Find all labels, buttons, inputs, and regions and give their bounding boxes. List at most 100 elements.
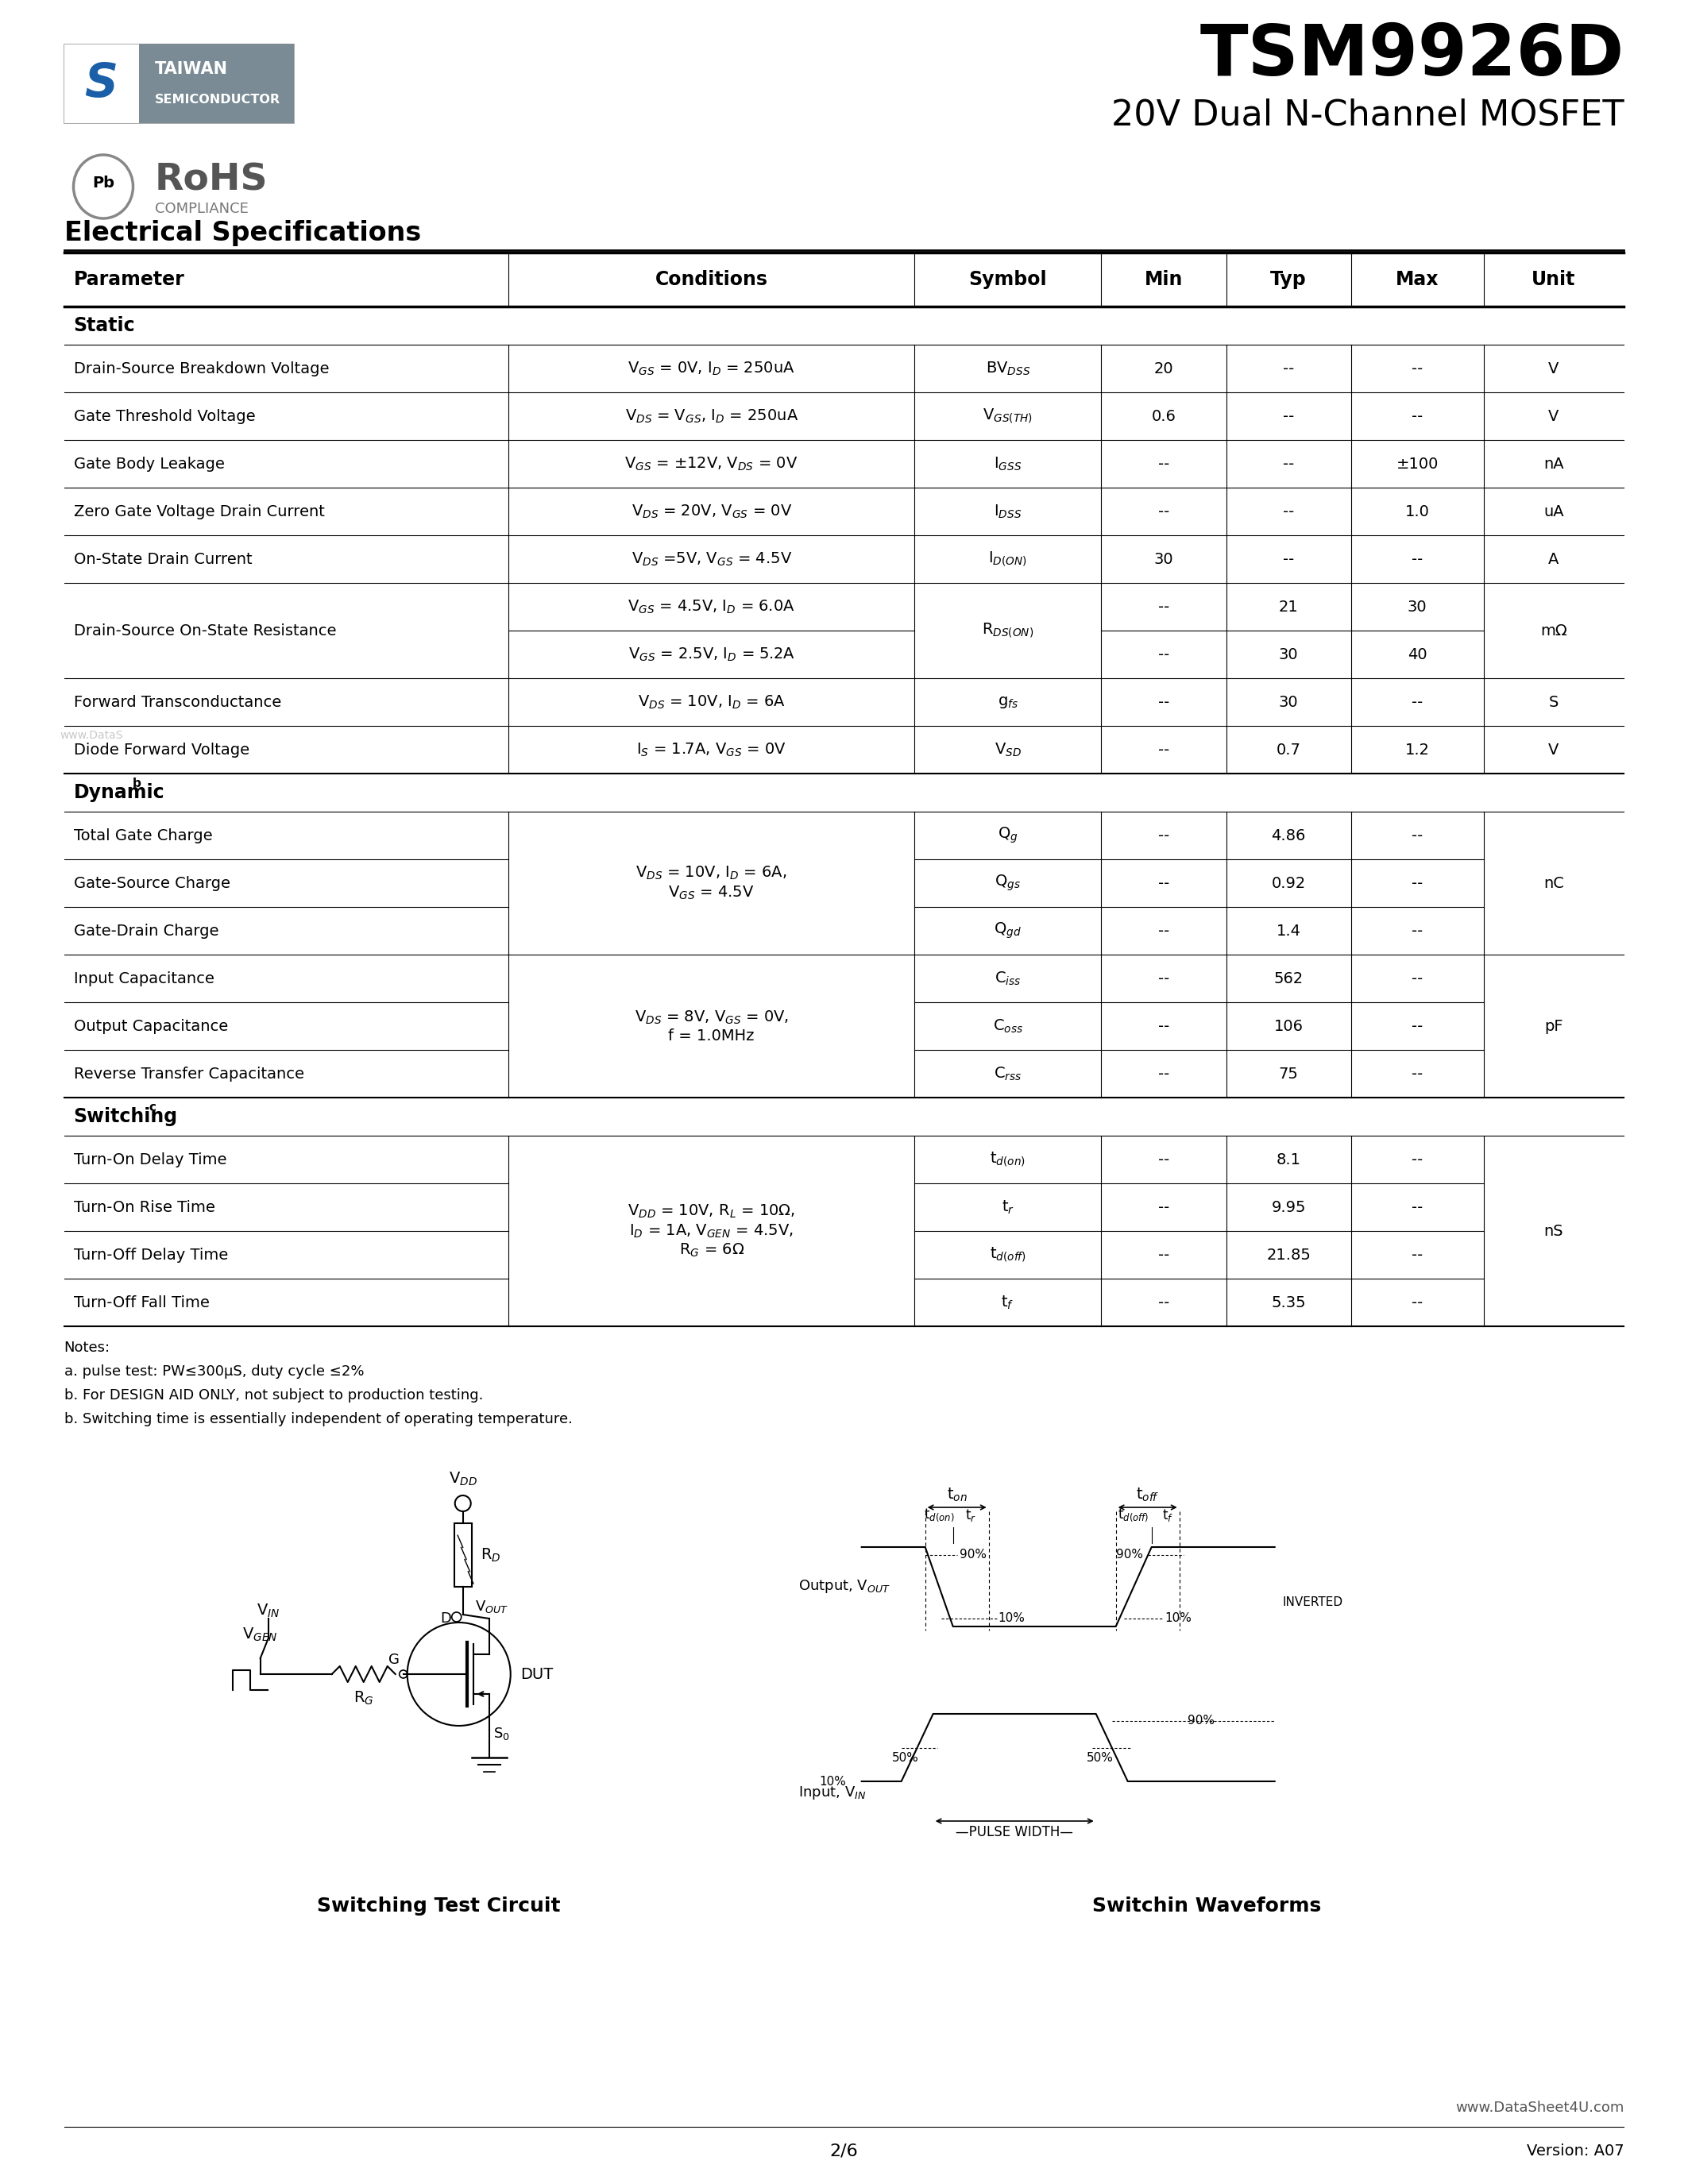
Text: Dynamic: Dynamic — [74, 784, 165, 802]
Text: t$_{d(on)}$: t$_{d(on)}$ — [923, 1507, 955, 1522]
Text: --: -- — [1158, 695, 1170, 710]
Text: Electrical Specifications: Electrical Specifications — [64, 221, 420, 247]
Text: 1.0: 1.0 — [1404, 505, 1430, 520]
Text: 50%: 50% — [1087, 1752, 1114, 1762]
Text: 20: 20 — [1155, 360, 1173, 376]
Text: V$_{DD}$ = 10V, R$_L$ = 10Ω,
I$_D$ = 1A, V$_{GEN}$ = 4.5V,
R$_G$ = 6Ω: V$_{DD}$ = 10V, R$_L$ = 10Ω, I$_D$ = 1A,… — [628, 1203, 795, 1258]
Text: --: -- — [1411, 876, 1423, 891]
Text: Q$_{gd}$: Q$_{gd}$ — [994, 922, 1021, 941]
Text: t$_{off}$: t$_{off}$ — [1136, 1487, 1160, 1503]
Text: S$_0$: S$_0$ — [493, 1725, 510, 1741]
Text: uA: uA — [1543, 505, 1563, 520]
Text: Parameter: Parameter — [74, 271, 184, 288]
Text: C$_{oss}$: C$_{oss}$ — [993, 1018, 1023, 1035]
Text: 21.85: 21.85 — [1266, 1247, 1310, 1262]
Text: TSM9926D: TSM9926D — [1200, 22, 1624, 90]
Text: Turn-On Delay Time: Turn-On Delay Time — [74, 1151, 226, 1166]
Text: --: -- — [1158, 972, 1170, 985]
Text: --: -- — [1411, 1295, 1423, 1310]
Text: 5.35: 5.35 — [1271, 1295, 1307, 1310]
Text: www.DataS: www.DataS — [61, 729, 123, 740]
Text: 30: 30 — [1408, 598, 1426, 614]
Text: V$_{SD}$: V$_{SD}$ — [994, 740, 1021, 758]
Text: V$_{DD}$: V$_{DD}$ — [449, 1470, 478, 1487]
Text: 21: 21 — [1280, 598, 1298, 614]
Text: V$_{DS}$ = 10V, I$_D$ = 6A: V$_{DS}$ = 10V, I$_D$ = 6A — [638, 695, 785, 710]
Text: --: -- — [1158, 598, 1170, 614]
Text: --: -- — [1283, 505, 1295, 520]
Text: Turn-On Rise Time: Turn-On Rise Time — [74, 1199, 214, 1214]
Text: V: V — [1548, 408, 1560, 424]
Text: G: G — [388, 1653, 400, 1666]
Text: --: -- — [1411, 1199, 1423, 1214]
Text: 0.6: 0.6 — [1151, 408, 1177, 424]
Text: I$_{DSS}$: I$_{DSS}$ — [994, 502, 1021, 520]
Text: Q$_g$: Q$_g$ — [998, 826, 1018, 845]
Text: c: c — [149, 1101, 155, 1114]
Text: Reverse Transfer Capacitance: Reverse Transfer Capacitance — [74, 1066, 304, 1081]
Text: mΩ: mΩ — [1539, 622, 1566, 638]
Text: RoHS: RoHS — [155, 162, 268, 199]
Text: --: -- — [1283, 408, 1295, 424]
Text: V: V — [1548, 360, 1560, 376]
Text: 10%: 10% — [1165, 1612, 1192, 1625]
Text: 1.2: 1.2 — [1404, 743, 1430, 758]
Text: Gate-Source Charge: Gate-Source Charge — [74, 876, 230, 891]
Text: V$_{GEN}$: V$_{GEN}$ — [243, 1625, 279, 1642]
Text: D: D — [441, 1612, 451, 1625]
Text: 1.4: 1.4 — [1276, 924, 1301, 939]
Text: nC: nC — [1543, 876, 1565, 891]
Text: --: -- — [1158, 1151, 1170, 1166]
Text: A: A — [1548, 553, 1560, 566]
Text: V$_{GS}$ = 0V, I$_D$ = 250uA: V$_{GS}$ = 0V, I$_D$ = 250uA — [628, 360, 795, 378]
Text: Output, V$_{OUT}$: Output, V$_{OUT}$ — [798, 1579, 890, 1594]
Text: b. Switching time is essentially independent of operating temperature.: b. Switching time is essentially indepen… — [64, 1413, 572, 1426]
Text: t$_{d(off)}$: t$_{d(off)}$ — [989, 1247, 1026, 1265]
Text: C$_{rss}$: C$_{rss}$ — [994, 1066, 1021, 1083]
Text: --: -- — [1158, 456, 1170, 472]
Text: --: -- — [1411, 1247, 1423, 1262]
Text: S: S — [1550, 695, 1558, 710]
Text: nS: nS — [1545, 1223, 1563, 1238]
Bar — [64, 44, 138, 122]
Text: Conditions: Conditions — [655, 271, 768, 288]
Bar — [64, 44, 294, 122]
Text: --: -- — [1158, 876, 1170, 891]
Text: V$_{OUT}$: V$_{OUT}$ — [474, 1599, 508, 1614]
Text: Static: Static — [74, 317, 135, 334]
Text: V$_{DS}$ =5V, V$_{GS}$ = 4.5V: V$_{DS}$ =5V, V$_{GS}$ = 4.5V — [631, 550, 792, 568]
Text: —PULSE WIDTH—: —PULSE WIDTH— — [955, 1826, 1074, 1839]
Text: 50%: 50% — [891, 1752, 918, 1762]
Text: 90%: 90% — [1187, 1714, 1214, 1728]
Text: Q$_{gs}$: Q$_{gs}$ — [994, 874, 1021, 893]
Text: DUT: DUT — [520, 1666, 554, 1682]
Text: 90%: 90% — [1116, 1548, 1143, 1562]
Text: --: -- — [1158, 505, 1170, 520]
Text: V$_{IN}$: V$_{IN}$ — [257, 1603, 280, 1618]
Text: --: -- — [1411, 828, 1423, 843]
Text: --: -- — [1411, 1151, 1423, 1166]
Text: V$_{GS}$ = 4.5V, I$_D$ = 6.0A: V$_{GS}$ = 4.5V, I$_D$ = 6.0A — [628, 598, 795, 616]
Text: --: -- — [1411, 360, 1423, 376]
Text: Unit: Unit — [1531, 271, 1575, 288]
Text: t$_r$: t$_r$ — [1001, 1199, 1014, 1216]
Text: --: -- — [1158, 828, 1170, 843]
Text: I$_{D(ON)}$: I$_{D(ON)}$ — [989, 550, 1028, 568]
Text: t$_r$: t$_r$ — [966, 1507, 976, 1522]
Text: --: -- — [1411, 553, 1423, 566]
Text: INVERTED: INVERTED — [1283, 1597, 1344, 1610]
Text: --: -- — [1411, 408, 1423, 424]
Text: Input Capacitance: Input Capacitance — [74, 972, 214, 985]
Text: Symbol: Symbol — [969, 271, 1047, 288]
Text: 20V Dual N-Channel MOSFET: 20V Dual N-Channel MOSFET — [1112, 98, 1624, 133]
Text: On-State Drain Current: On-State Drain Current — [74, 553, 252, 566]
Text: 562: 562 — [1274, 972, 1303, 985]
Text: t$_{d(off)}$: t$_{d(off)}$ — [1117, 1507, 1150, 1522]
Text: 30: 30 — [1155, 553, 1173, 566]
Text: Switchin Waveforms: Switchin Waveforms — [1092, 1896, 1322, 1915]
Text: V: V — [1548, 743, 1560, 758]
Text: Min: Min — [1144, 271, 1183, 288]
Text: 75: 75 — [1278, 1066, 1298, 1081]
Text: 2/6: 2/6 — [830, 2143, 858, 2158]
Text: 106: 106 — [1274, 1018, 1303, 1033]
